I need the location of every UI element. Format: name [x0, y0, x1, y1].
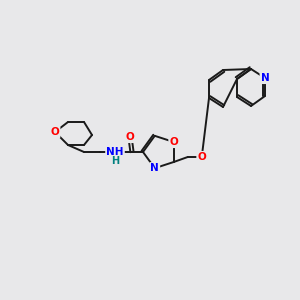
- Text: H: H: [111, 156, 119, 166]
- Text: O: O: [51, 127, 59, 137]
- Text: N: N: [150, 163, 159, 173]
- Text: NH: NH: [106, 147, 124, 157]
- Text: O: O: [169, 137, 178, 147]
- Text: O: O: [197, 152, 206, 162]
- Text: O: O: [126, 132, 134, 142]
- Text: N: N: [261, 73, 269, 83]
